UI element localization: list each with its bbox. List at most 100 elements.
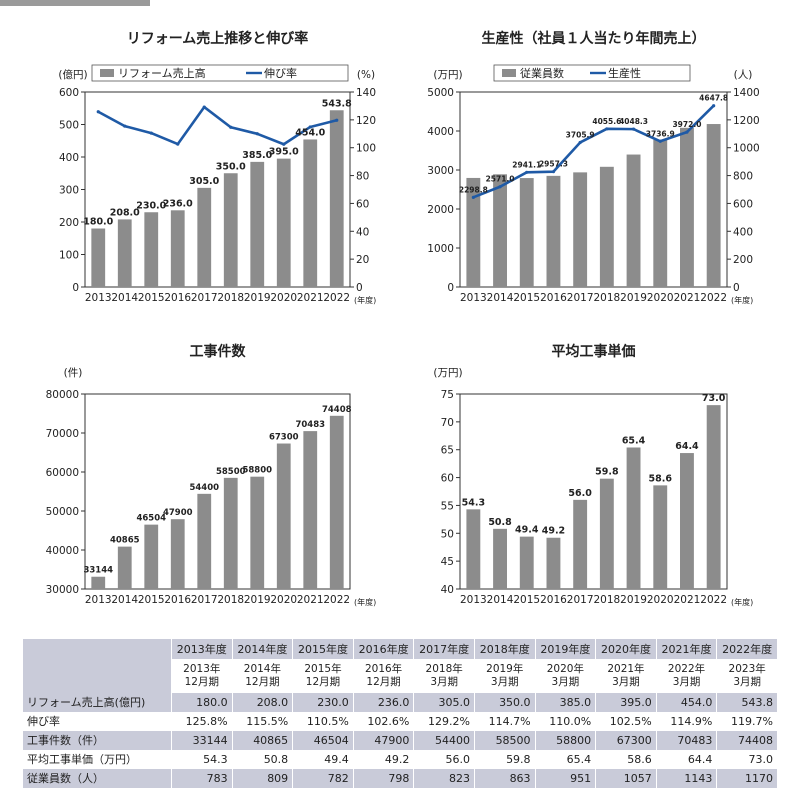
table-cell: 951 xyxy=(535,769,597,788)
table-cell: 64.4 xyxy=(656,750,718,769)
y-left-tick-label: 0 xyxy=(72,282,79,294)
period-year: 2013年 xyxy=(183,663,221,675)
data-label: 305.0 xyxy=(189,176,219,187)
data-label: 395.0 xyxy=(269,147,299,158)
table-header-cell: 2020年度 xyxy=(595,639,657,659)
bar xyxy=(250,476,265,589)
table-cell: 385.0 xyxy=(535,693,597,712)
bar xyxy=(329,415,344,589)
table-header-period-cell: 2013年 12月期 xyxy=(171,659,233,693)
legend-box xyxy=(91,64,349,82)
bar xyxy=(170,210,185,287)
y-left-tick-label: 0 xyxy=(447,282,454,294)
period-term: 12月期 xyxy=(305,676,341,688)
table-cell: 350.0 xyxy=(474,693,536,712)
table-cell: 208.0 xyxy=(232,693,294,712)
x-tick-label: 2016 xyxy=(540,594,567,606)
period-year: 2014年 xyxy=(243,663,281,675)
bar xyxy=(653,139,668,287)
table-header-cell: 2015年度 xyxy=(292,639,354,659)
y-left-tick-label: 5000 xyxy=(427,87,454,99)
table-row: 工事件数（件） 33144 40865 46504 47900 54400 58500 588… xyxy=(23,731,778,750)
line-point xyxy=(605,127,609,131)
table-cell: 49.2 xyxy=(353,750,415,769)
line-point xyxy=(255,132,259,136)
table-row-label: 平均工事単価（万円） xyxy=(23,750,172,769)
data-label: 50.8 xyxy=(488,517,512,528)
y-left-unit: (億円) xyxy=(58,68,87,81)
bar xyxy=(653,485,668,589)
y-right-tick-label: 120 xyxy=(356,115,376,127)
y-left-tick-label: 100 xyxy=(59,250,79,262)
table-header-cell: 2022年度 xyxy=(716,639,778,659)
chart-productivity: 生産性（社員１人当たり年間売上）(万円) (人)01000200030004000… xyxy=(427,30,759,305)
table-header-cell: 2021年度 xyxy=(656,639,718,659)
table-cell: 863 xyxy=(474,769,536,788)
y-right-unit: (%) xyxy=(357,69,375,81)
bar xyxy=(144,524,159,589)
data-label: 2571.0 xyxy=(486,175,515,184)
bar xyxy=(197,493,212,589)
table-cell: 40865 xyxy=(232,731,294,750)
data-label: 54400 xyxy=(189,483,219,493)
data-label: 230.0 xyxy=(136,200,166,211)
data-label: 59.8 xyxy=(595,467,619,478)
data-label: 54.3 xyxy=(462,497,485,508)
period-term: 3月期 xyxy=(430,676,459,688)
x-tick-label: 2013 xyxy=(85,292,112,304)
line-series xyxy=(472,104,715,199)
x-tick-label: 2019 xyxy=(244,292,271,304)
data-label: 3972.0 xyxy=(672,120,701,129)
y-left-tick-label: 40000 xyxy=(46,545,79,557)
table-cell: 67300 xyxy=(595,731,657,750)
bar xyxy=(599,166,614,287)
x-tick-label: 2017 xyxy=(567,292,594,304)
table-cell: 180.0 xyxy=(171,693,233,712)
y-right-tick-label: 200 xyxy=(733,254,753,266)
bar xyxy=(170,519,185,589)
bar xyxy=(197,187,212,287)
line-point xyxy=(335,118,339,122)
table-cell: 782 xyxy=(292,769,354,788)
y-right-tick-label: 0 xyxy=(356,282,363,294)
bar xyxy=(91,228,106,287)
table-cell: 119.7% xyxy=(716,712,778,731)
table-cell: 65.4 xyxy=(535,750,597,769)
data-label: 4647.8 xyxy=(699,94,728,103)
bar xyxy=(223,477,238,589)
y-left-tick-label: 60 xyxy=(441,473,454,485)
y-left-tick-label: 4000 xyxy=(427,126,454,138)
bar xyxy=(303,431,318,589)
table-cell: 58500 xyxy=(474,731,536,750)
period-year: 2022年 xyxy=(667,663,706,675)
table-corner xyxy=(23,639,172,693)
y-right-tick-label: 0 xyxy=(733,282,740,294)
table-cell: 1057 xyxy=(595,769,657,788)
data-label: 236.0 xyxy=(163,198,193,209)
x-tick-label: 2022 xyxy=(700,594,727,606)
y-right-unit: (人) xyxy=(734,69,753,81)
period-term: 12月期 xyxy=(245,676,280,688)
bar xyxy=(680,453,694,589)
line-point xyxy=(229,125,233,129)
y-left-tick-label: 40 xyxy=(441,584,454,596)
x-tick-label: 2020 xyxy=(270,292,297,304)
y-left-tick-label: 75 xyxy=(441,389,454,401)
data-label: 67300 xyxy=(269,433,299,443)
x-tick-label: 2018 xyxy=(217,292,244,304)
data-label: 74408 xyxy=(322,405,352,415)
chart-title: リフォーム売上推移と伸び率 xyxy=(127,30,309,47)
data-label: 49.2 xyxy=(542,526,565,537)
line-point xyxy=(551,170,556,174)
table-cell: 543.8 xyxy=(716,693,778,712)
y-right-tick-label: 80 xyxy=(356,171,369,183)
table-row-label: 従業員数（人） xyxy=(23,769,172,788)
data-label: 4048.3 xyxy=(619,117,648,126)
x-tick-label: 2018 xyxy=(217,594,244,606)
table-cell: 58.6 xyxy=(595,750,657,769)
x-tick-label: 2020 xyxy=(647,292,674,304)
y-left-tick-label: 65 xyxy=(441,445,454,457)
bar xyxy=(466,509,481,589)
table-header-cell: 2018年度 xyxy=(474,639,536,659)
data-label: 2957.3 xyxy=(539,160,568,169)
